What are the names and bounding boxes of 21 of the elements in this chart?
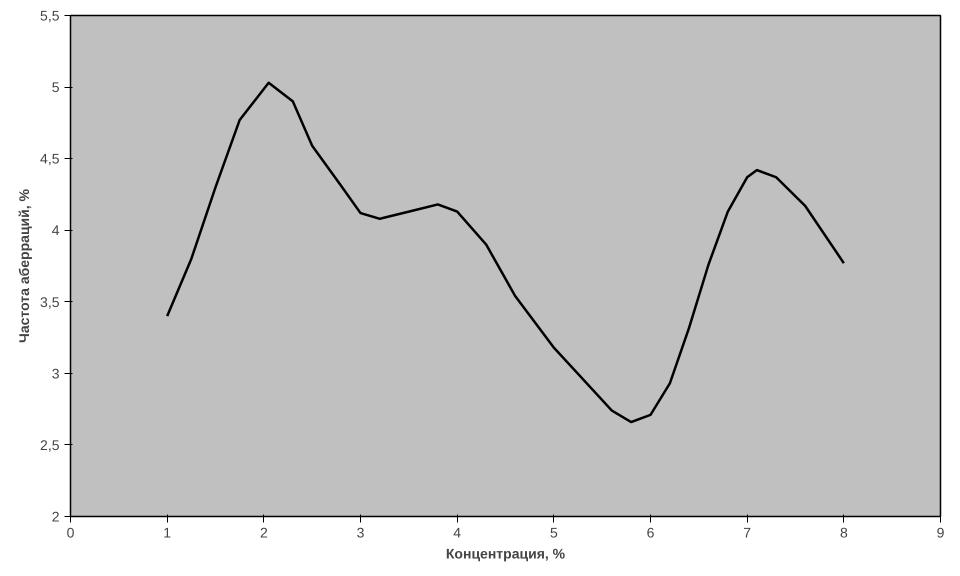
y-tick-label: 4,5: [40, 150, 60, 167]
x-tick-label: 9: [936, 524, 945, 540]
x-tick-label: 6: [646, 524, 655, 540]
y-tick-label: 2: [52, 508, 60, 524]
x-tick-label: 1: [163, 524, 172, 540]
x-axis-title: Концентрация, %: [446, 546, 566, 562]
x-tick-label: 8: [840, 524, 848, 540]
x-tick-label: 5: [550, 524, 558, 540]
x-tick-label: 4: [453, 524, 462, 540]
x-tick-label: 3: [356, 524, 365, 540]
y-axis-title: Частота аберраций, %: [16, 188, 32, 343]
x-tick-label: 2: [260, 524, 268, 540]
y-tick-label: 4: [52, 222, 60, 238]
y-tick-label: 2,5: [40, 436, 60, 453]
y-tick-label: 5: [52, 79, 60, 96]
y-tick-label: 3,5: [40, 294, 60, 310]
x-tick-label: 7: [743, 524, 752, 540]
y-tick-label: 3: [52, 365, 60, 382]
line-series: [166, 82, 846, 424]
y-tick-label: 5,5: [40, 8, 60, 24]
x-tick-label: 0: [66, 524, 75, 540]
